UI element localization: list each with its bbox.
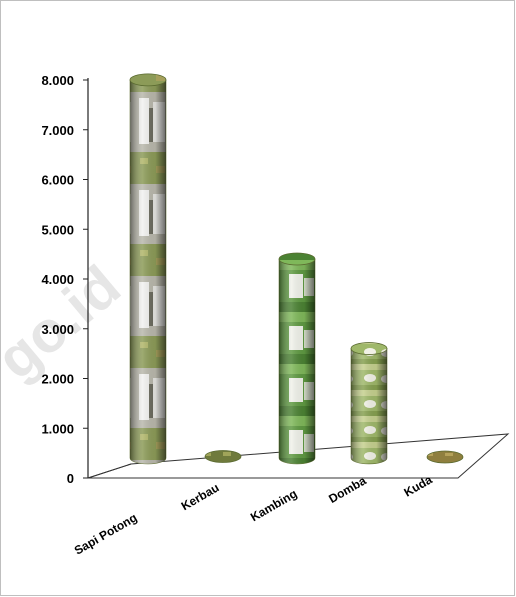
y-tick-label: 3.000 xyxy=(41,322,74,337)
bar-shading xyxy=(351,348,387,464)
y-tick-label: 4.000 xyxy=(41,272,74,287)
y-tick-label: 7.000 xyxy=(41,123,74,138)
floor-edge xyxy=(87,463,132,479)
axes xyxy=(87,78,510,479)
x-category-label: Kambing xyxy=(248,486,299,524)
y-tick-label: 8.000 xyxy=(41,73,74,88)
y-tick-label: 1.000 xyxy=(41,421,74,436)
bar-top xyxy=(129,73,167,87)
bar-domba xyxy=(350,342,388,465)
x-category-label: Kerbau xyxy=(179,480,222,513)
y-tick-label: 5.000 xyxy=(41,222,74,237)
x-category-label: Sapi Potong xyxy=(72,510,140,557)
x-category-label: Kuda xyxy=(402,472,435,499)
bar-top xyxy=(278,252,316,266)
bar-shading xyxy=(279,259,315,464)
bars xyxy=(129,73,464,465)
y-tick-label: 6.000 xyxy=(41,173,74,188)
bar-sapi-potong xyxy=(129,73,167,465)
y-tick-label: 2.000 xyxy=(41,372,74,387)
y-axis-ticks: 0 1.000 2.000 3.000 4.000 5.000 6.000 7.000 8.00… xyxy=(41,73,88,486)
bar-shading xyxy=(130,79,166,465)
y-tick-label: 0 xyxy=(67,471,74,486)
bar-top xyxy=(426,450,464,464)
bar-kambing xyxy=(278,252,316,465)
bar-top xyxy=(204,450,242,463)
bar-kuda xyxy=(426,450,464,464)
bar-top xyxy=(350,342,388,355)
bar-kerbau xyxy=(204,450,242,463)
